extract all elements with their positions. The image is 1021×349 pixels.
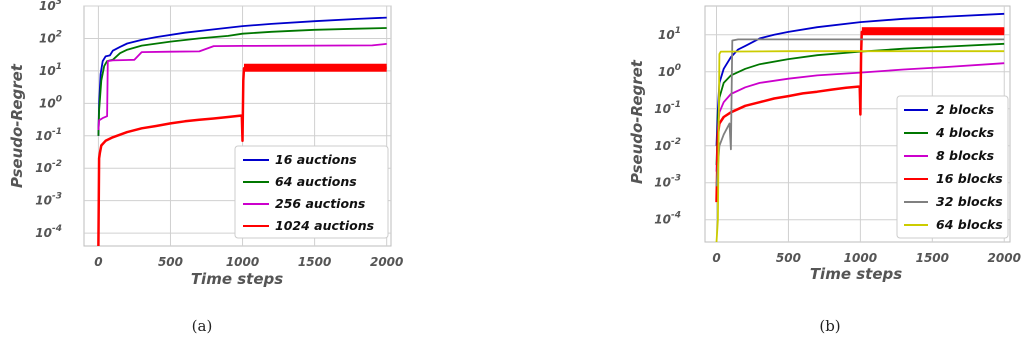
x-tick-label: 2000: [370, 255, 403, 269]
y-tick-label: 101: [39, 62, 62, 78]
series-line-64-blocks: [715, 50, 1005, 243]
chart-a-y-ticks: 10-4 10-3 10-2 10-1 100 101 102 103: [35, 0, 62, 240]
legend-label-2-blocks: 2 blocks: [936, 102, 994, 117]
series-line-2-blocks: [715, 12, 1005, 146]
y-tick-label: 100: [39, 94, 62, 110]
chart-b-series: [715, 12, 1005, 243]
y-tick-label: 10-4: [35, 224, 62, 240]
y-tick-label: 103: [39, 0, 62, 13]
legend-label-64-blocks: 64 blocks: [936, 217, 1003, 232]
chart-b-y-ticks: 10-4 10-3 10-2 10-1 100 101: [654, 26, 681, 227]
x-tick-label: 1500: [298, 255, 331, 269]
series-band-1024-auctions: [243, 63, 387, 72]
series-line-1024-auctions: [97, 66, 387, 247]
chart-a-series: [97, 16, 387, 247]
x-tick-label: 500: [776, 251, 801, 265]
y-tick-label: 10-1: [654, 100, 681, 116]
legend-label-256-auctions: 256 auctions: [275, 196, 365, 211]
legend-label-4-blocks: 4 blocks: [935, 125, 994, 140]
chart-a-legend-box: [234, 145, 389, 239]
y-tick-label: 10-2: [654, 137, 681, 153]
chart-a-x-ticks: 0 500 1000 1500 2000: [94, 255, 403, 269]
x-tick-label: 2000: [988, 251, 1021, 265]
y-tick-label: 10-2: [35, 159, 62, 175]
legend-label-8-blocks: 8 blocks: [936, 148, 994, 163]
series-band-16-blocks: [861, 27, 1005, 36]
chart-b-legend: 2 blocks 4 blocks 8 blocks 16 blocks 32 …: [896, 95, 1009, 239]
y-tick-label: 10-4: [654, 211, 681, 227]
x-tick-label: 1000: [844, 251, 877, 265]
chart-a-x-axis-label: Time steps: [191, 270, 283, 288]
y-tick-label: 10-1: [35, 127, 62, 143]
chart-b-x-ticks: 0 500 1000 1500 2000: [712, 251, 1021, 265]
series-line-64-auctions: [97, 27, 387, 136]
chart-a: 0 500 1000 1500 2000 10-410-310-210-11001011…: [8, 0, 403, 335]
chart-a-caption: (a): [192, 317, 213, 335]
chart-b-plot-frame: [704, 5, 1011, 243]
y-tick-label: 100: [658, 63, 681, 79]
x-tick-label: 1000: [226, 255, 259, 269]
chart-a-legend: 16 auctions 64 auctions 256 auctions 102…: [234, 145, 389, 239]
chart-a-y-axis-label: Pseudo-Regret: [8, 63, 26, 188]
series-line-16-blocks: [715, 29, 1005, 203]
legend-label-32-blocks: 32 blocks: [936, 194, 1003, 209]
x-tick-label: 500: [158, 255, 183, 269]
x-tick-label: 1500: [916, 251, 949, 265]
series-line-256-auctions: [97, 43, 387, 131]
series-line-16-auctions: [97, 16, 387, 136]
legend-label-16-blocks: 16 blocks: [936, 171, 1003, 186]
y-tick-label: 101: [658, 26, 681, 42]
legend-label-16-auctions: 16 auctions: [275, 152, 357, 167]
y-tick-label: 102: [39, 29, 62, 45]
chart-b-x-axis-label: Time steps: [810, 265, 902, 283]
y-tick-label: 10-3: [35, 192, 62, 208]
x-tick-label: 0: [94, 255, 102, 269]
legend-label-64-auctions: 64 auctions: [275, 174, 357, 189]
chart-b-y-axis-label: Pseudo-Regret: [628, 59, 646, 184]
series-line-32-blocks: [715, 38, 1005, 187]
x-tick-label: 0: [712, 251, 720, 265]
chart-b: 0 500 1000 1500 2000 10-410-310-210-1100101 …: [628, 5, 1021, 335]
chart-b-caption: (b): [819, 317, 840, 335]
legend-label-1024-auctions: 1024 auctions: [275, 218, 374, 233]
y-tick-label: 10-3: [654, 174, 681, 190]
